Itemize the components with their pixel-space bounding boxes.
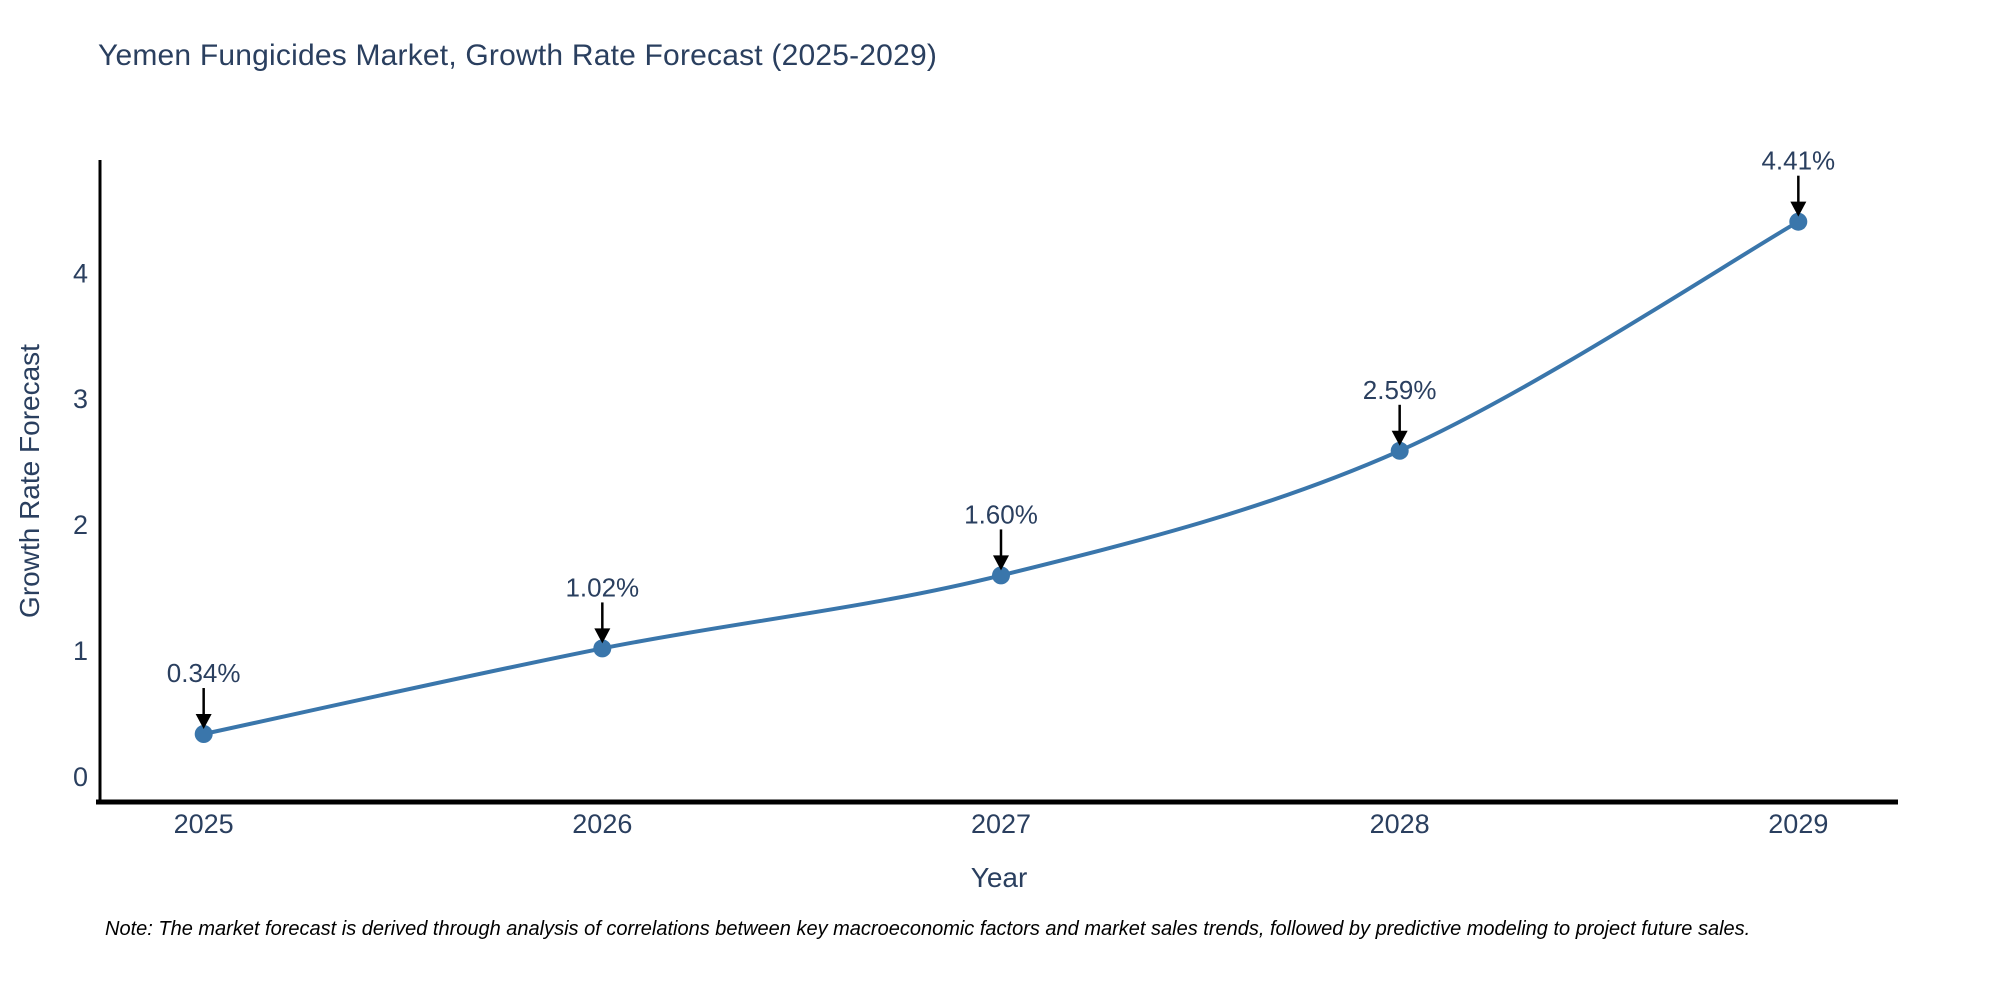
y-axis-title: Growth Rate Forecast [14,344,45,618]
point-value-label: 1.02% [565,572,639,602]
point-value-label: 0.34% [167,658,241,688]
x-tick-label: 2028 [1370,809,1430,839]
y-tick-label: 0 [73,762,88,792]
y-tick-label: 2 [73,510,88,540]
annotation-arrowhead [594,628,611,644]
point-value-label: 2.59% [1363,375,1437,405]
y-tick-label: 1 [73,636,88,666]
x-axis-title: Year [970,862,1028,893]
annotation-arrowhead [195,714,212,730]
data-point-marker [992,566,1010,585]
trend-line [201,219,1801,737]
x-tick-label: 2029 [1768,809,1828,839]
annotation-arrowhead [1391,430,1408,446]
footnote: Note: The market forecast is derived thr… [105,918,1751,940]
data-point-marker [194,725,213,743]
point-value-label: 1.60% [964,499,1038,529]
chart-title: Yemen Fungicides Market, Growth Rate For… [98,39,938,72]
y-tick-label: 4 [73,258,88,288]
annotation-arrowhead [1790,201,1807,217]
y-tick-label: 3 [73,384,88,414]
x-tick-label: 2027 [971,809,1031,839]
data-point-marker [593,639,612,658]
data-point-marker [1390,441,1409,460]
annotation-arrowhead [992,555,1009,571]
point-value-label: 4.41% [1761,146,1835,176]
x-tick-label: 2025 [174,809,234,839]
data-point-marker [1789,212,1808,231]
x-tick-label: 2026 [572,809,632,839]
